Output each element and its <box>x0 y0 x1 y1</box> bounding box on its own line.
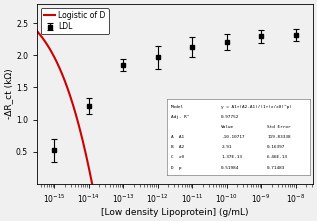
Legend: Logistic of D, LDL: Logistic of D, LDL <box>41 8 109 34</box>
Y-axis label: -ΔR_ct (kΩ): -ΔR_ct (kΩ) <box>4 69 13 119</box>
Line: Logistic of D: Logistic of D <box>37 31 313 221</box>
X-axis label: [Low density Lipoprotein] (g/mL): [Low density Lipoprotein] (g/mL) <box>101 208 249 217</box>
Logistic of D <box>35 30 39 32</box>
